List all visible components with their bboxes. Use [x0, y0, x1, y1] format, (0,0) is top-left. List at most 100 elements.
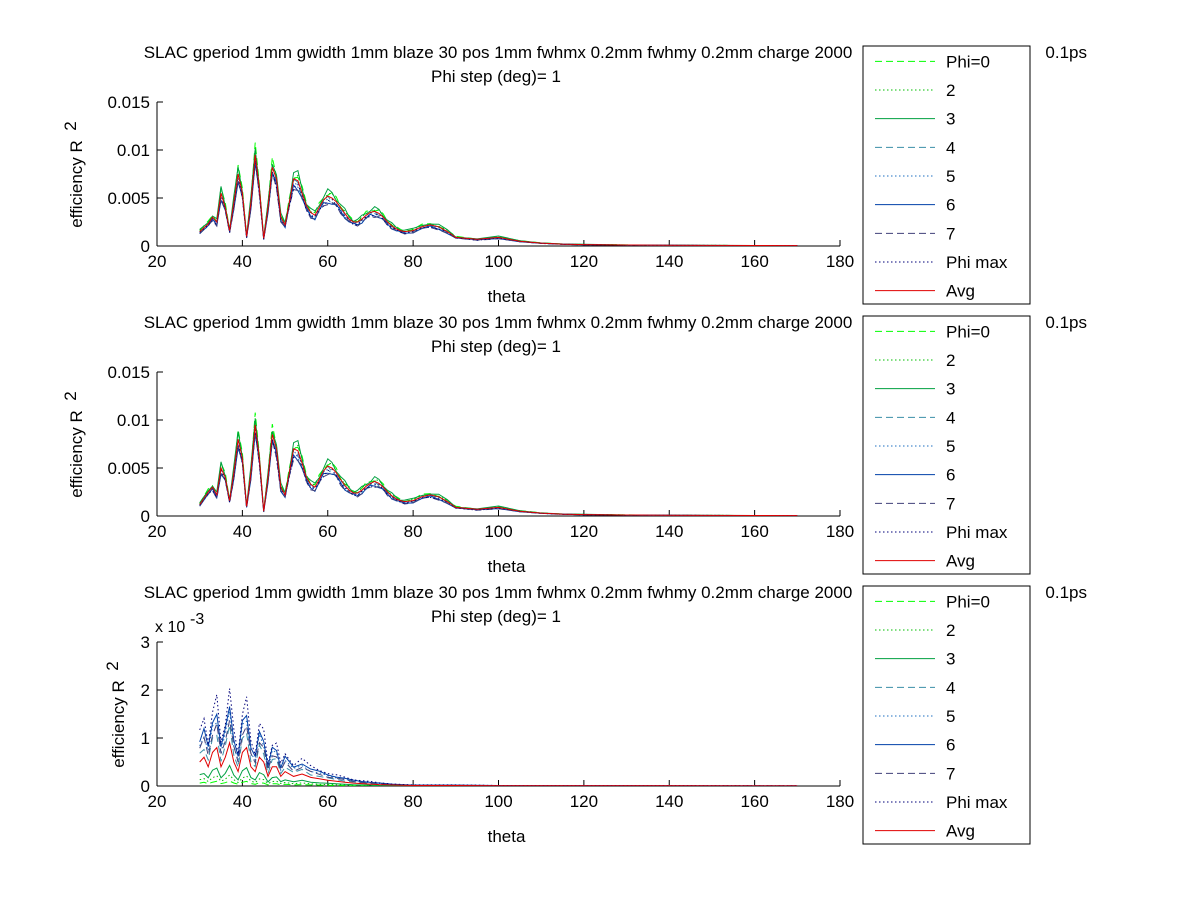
x-axis-label: theta: [488, 557, 526, 576]
x-tick-label: 140: [655, 522, 683, 541]
series-line-avg: [199, 154, 798, 246]
x-tick-label: 60: [318, 792, 337, 811]
series-group: [199, 142, 798, 246]
y-tick-label: 0: [141, 237, 150, 256]
chart-subtitle: Phi step (deg)= 1: [431, 337, 561, 356]
legend-label: 6: [946, 196, 955, 215]
x-tick-label: 40: [233, 522, 252, 541]
x-tick-label: 20: [148, 792, 167, 811]
y-exponent-label: x 10: [155, 619, 185, 636]
series-group: [199, 412, 798, 516]
y-axis-label: efficiency R: [67, 140, 86, 228]
y-tick-label: 0: [141, 777, 150, 796]
chart-title-tail: 0.1ps: [1045, 583, 1087, 602]
legend-label: Phi=0: [946, 592, 990, 611]
x-tick-label: 160: [740, 792, 768, 811]
legend-label: 2: [946, 621, 955, 640]
y-tick-label: 0.01: [117, 141, 150, 160]
legend-label: 5: [946, 437, 955, 456]
plot-panel-2: SLAC gperiod 1mm gwidth 1mm blaze 30 pos…: [61, 313, 1087, 576]
x-tick-label: 80: [404, 522, 423, 541]
x-tick-label: 160: [740, 252, 768, 271]
y-axis-label: efficiency R: [67, 410, 86, 498]
x-tick-label: 20: [148, 522, 167, 541]
x-tick-label: 100: [484, 252, 512, 271]
legend-label: 3: [946, 650, 955, 669]
x-tick-label: 120: [570, 252, 598, 271]
y-tick-label: 0.015: [107, 363, 150, 382]
legend-label: 4: [946, 408, 955, 427]
chart-title: SLAC gperiod 1mm gwidth 1mm blaze 30 pos…: [144, 43, 853, 62]
x-tick-label: 40: [233, 792, 252, 811]
y-axis-label-sup: 2: [61, 121, 80, 130]
legend-label: 2: [946, 81, 955, 100]
series-group: [199, 688, 798, 786]
chart-subtitle: Phi step (deg)= 1: [431, 67, 561, 86]
y-exponent-sup: -3: [190, 611, 204, 628]
legend-box: [862, 45, 1031, 305]
x-tick-label: 120: [570, 792, 598, 811]
legend-label: 4: [946, 678, 955, 697]
series-line-7: [199, 431, 798, 516]
chart-title: SLAC gperiod 1mm gwidth 1mm blaze 30 pos…: [144, 583, 853, 602]
legend-label: 3: [946, 380, 955, 399]
x-tick-label: 100: [484, 792, 512, 811]
legend-label: 5: [946, 707, 955, 726]
x-tick-label: 160: [740, 522, 768, 541]
x-tick-label: 60: [318, 252, 337, 271]
legend-label: 6: [946, 736, 955, 755]
legend-label: Phi max: [946, 793, 1008, 812]
y-tick-label: 0.01: [117, 411, 150, 430]
legend-box: [862, 585, 1031, 845]
chart-title: SLAC gperiod 1mm gwidth 1mm blaze 30 pos…: [144, 313, 853, 332]
legend-label: Avg: [946, 552, 975, 571]
x-tick-label: 60: [318, 522, 337, 541]
series-line-7: [199, 720, 798, 786]
x-axis-label: theta: [488, 287, 526, 306]
legend-label: 3: [946, 110, 955, 129]
x-tick-label: 140: [655, 792, 683, 811]
legend-label: Phi max: [946, 253, 1008, 272]
x-tick-label: 180: [826, 792, 854, 811]
y-axis-label-sup: 2: [103, 661, 122, 670]
legend-label: Avg: [946, 822, 975, 841]
legend-label: 7: [946, 224, 955, 243]
x-tick-label: 100: [484, 522, 512, 541]
y-tick-label: 1: [141, 729, 150, 748]
y-tick-label: 3: [141, 633, 150, 652]
series-line-4: [199, 725, 798, 786]
x-tick-label: 40: [233, 252, 252, 271]
legend-label: Phi=0: [946, 52, 990, 71]
series-line-7: [199, 161, 798, 246]
legend-label: 5: [946, 167, 955, 186]
x-tick-label: 140: [655, 252, 683, 271]
x-tick-label: 180: [826, 522, 854, 541]
x-tick-label: 80: [404, 792, 423, 811]
x-tick-label: 20: [148, 252, 167, 271]
plot-panel-1: SLAC gperiod 1mm gwidth 1mm blaze 30 pos…: [61, 43, 1087, 306]
series-line-avg: [199, 424, 798, 516]
x-axis-label: theta: [488, 827, 526, 846]
series-line-5: [199, 711, 798, 786]
series-line-1: [199, 142, 798, 246]
y-tick-label: 0.015: [107, 93, 150, 112]
y-tick-label: 2: [141, 681, 150, 700]
legend-label: 7: [946, 764, 955, 783]
y-axis-label: efficiency R: [109, 680, 128, 768]
legend-label: 7: [946, 494, 955, 513]
legend-label: Phi max: [946, 523, 1008, 542]
y-axis-label-sup: 2: [61, 391, 80, 400]
x-tick-label: 180: [826, 252, 854, 271]
series-line-8: [199, 688, 798, 786]
series-line-avg: [199, 740, 798, 786]
x-tick-label: 80: [404, 252, 423, 271]
series-line-1: [199, 412, 798, 516]
legend-label: 4: [946, 138, 955, 157]
chart-title-tail: 0.1ps: [1045, 43, 1087, 62]
series-line-8: [199, 158, 798, 246]
plot-panel-3: SLAC gperiod 1mm gwidth 1mm blaze 30 pos…: [103, 583, 1087, 846]
x-tick-label: 120: [570, 522, 598, 541]
legend-box: [862, 315, 1031, 575]
series-line-6: [199, 706, 798, 786]
